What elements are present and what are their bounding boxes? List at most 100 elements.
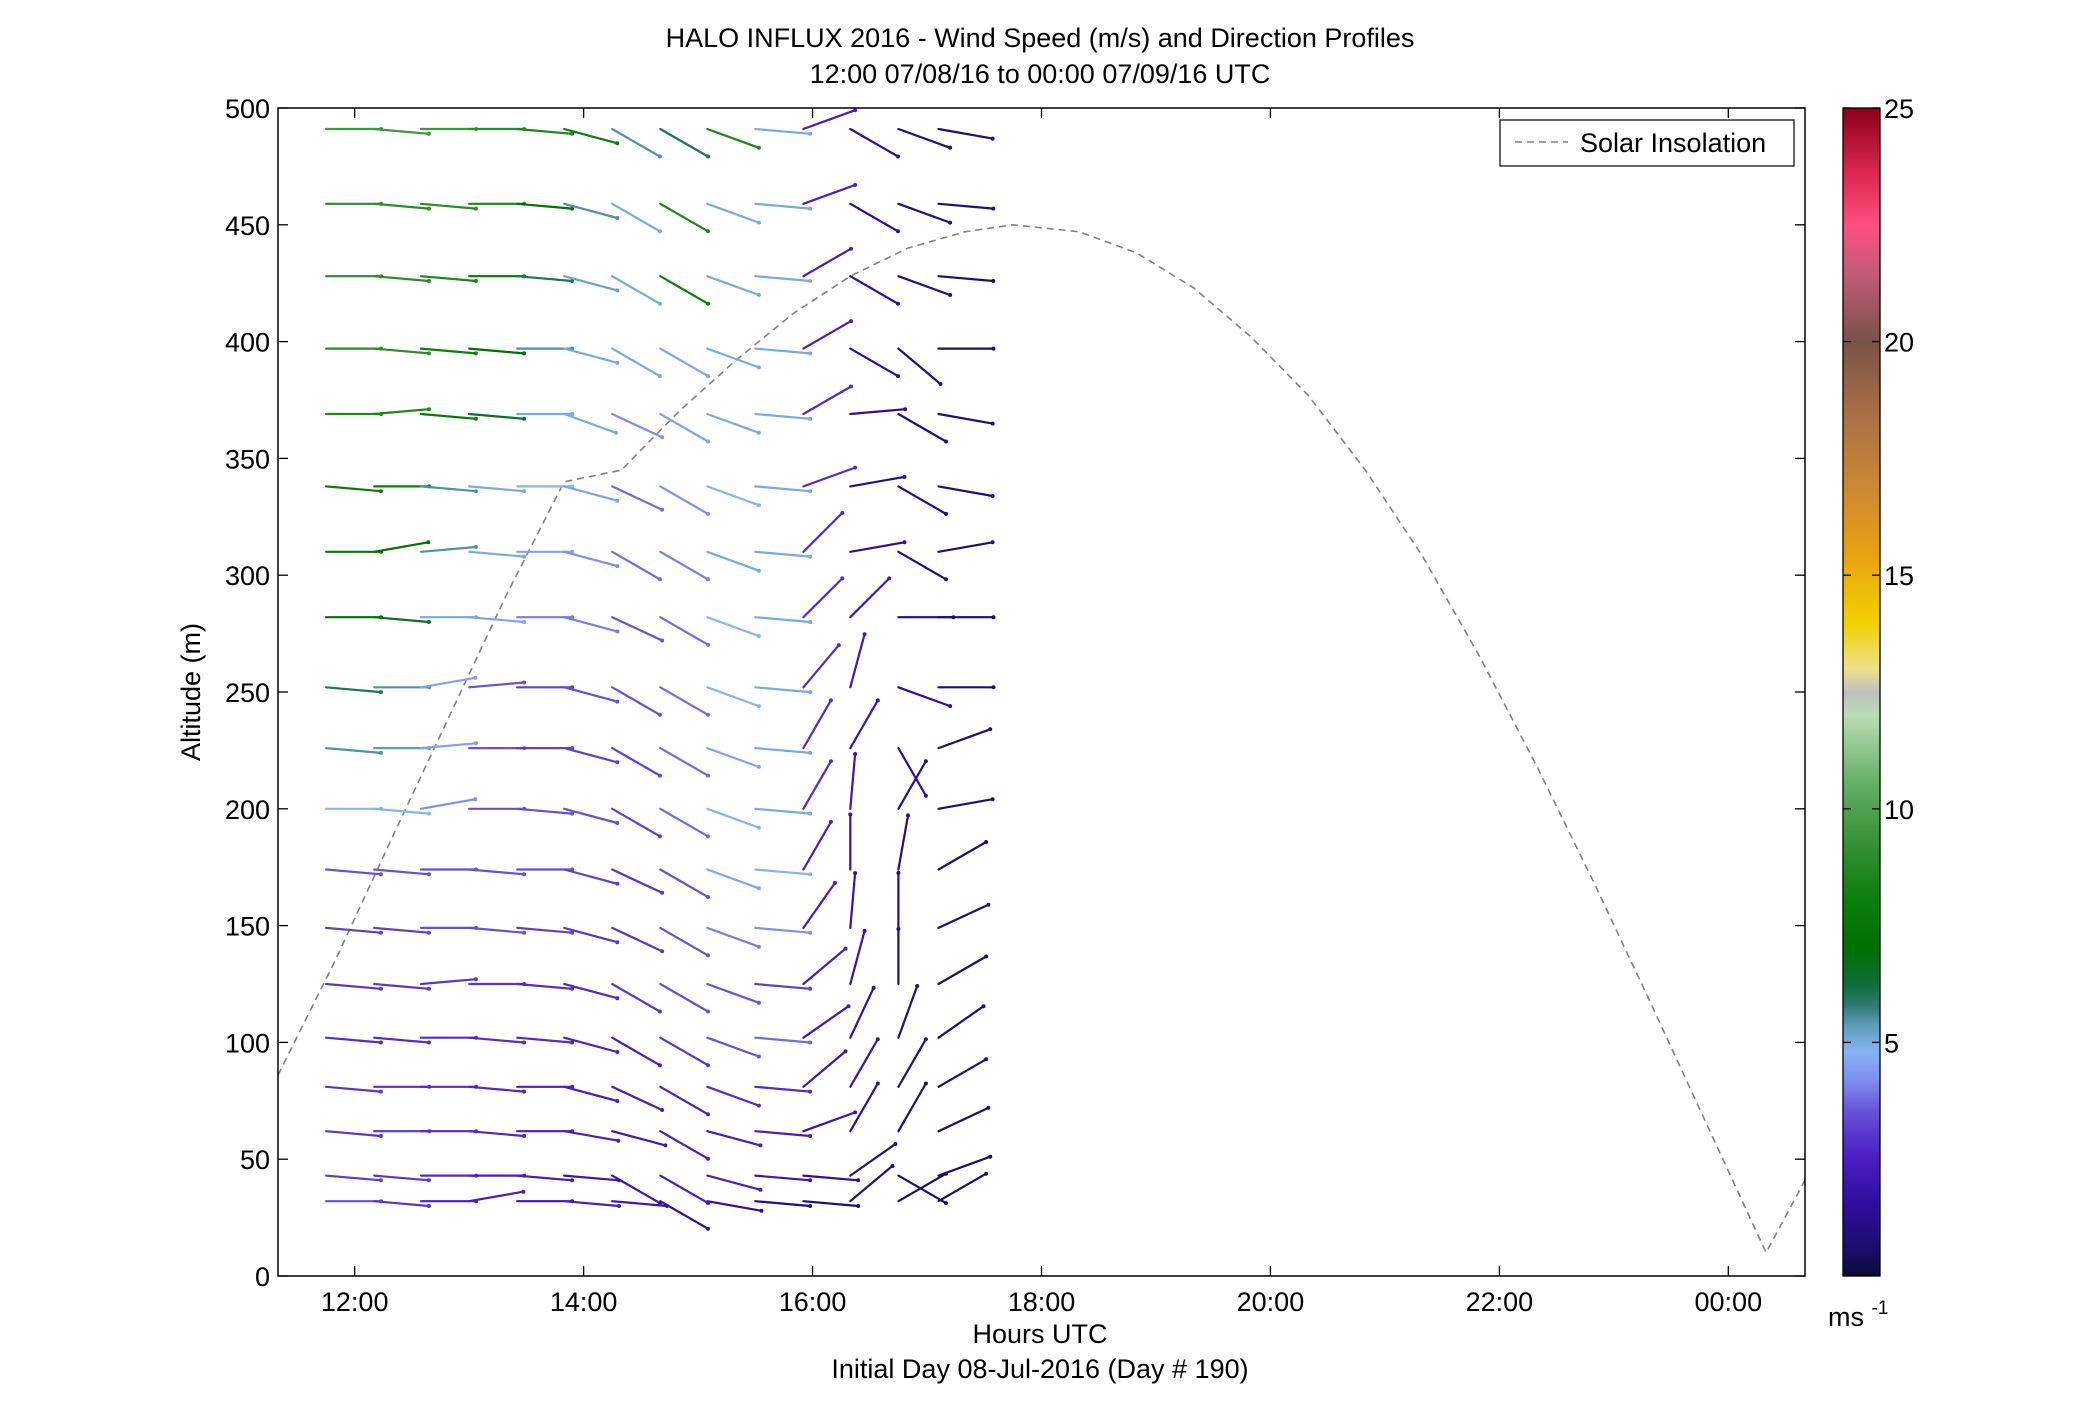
wind-barb xyxy=(373,275,430,283)
wind-barb xyxy=(659,926,710,957)
wind-barb-tip xyxy=(756,886,761,891)
plot-frame xyxy=(277,107,1806,1277)
wind-barb-tip xyxy=(570,131,574,136)
wind-barb xyxy=(897,275,952,297)
wind-barb-tip xyxy=(984,840,989,844)
wind-barb xyxy=(754,347,812,355)
wind-barb-tip xyxy=(828,698,833,703)
wind-barb-tip xyxy=(756,1054,761,1059)
wind-barb-tip xyxy=(378,1089,383,1094)
wind-barb xyxy=(659,202,710,233)
wind-barb xyxy=(802,699,833,750)
wind-barb-tip xyxy=(426,930,431,935)
wind-barb xyxy=(373,408,430,416)
wind-barb xyxy=(373,541,430,553)
wind-barb-tip xyxy=(613,430,618,435)
wind-barb-tip xyxy=(893,1142,898,1146)
wind-barb xyxy=(802,644,840,689)
wind-barb xyxy=(373,1036,430,1044)
wind-barb-tip xyxy=(915,984,920,988)
wind-barb-tip xyxy=(948,704,953,709)
wind-barb xyxy=(611,1085,664,1112)
wind-barb xyxy=(563,868,619,885)
wind-barb xyxy=(468,1036,526,1044)
wind-barb-tip xyxy=(616,1138,621,1143)
x-tick-label: 12:00 xyxy=(321,1287,389,1317)
wind-barb-tip xyxy=(706,1226,710,1231)
wind-barb-tip xyxy=(426,131,431,136)
wind-barb xyxy=(754,127,812,135)
wind-barb xyxy=(937,1172,988,1203)
wind-barb-tip xyxy=(426,872,431,877)
wind-barb xyxy=(706,1130,762,1147)
wind-barb-tip xyxy=(990,540,995,545)
wind-barb xyxy=(563,127,619,145)
wind-barb-tip xyxy=(706,1156,710,1161)
wind-barb-tip xyxy=(875,1037,880,1042)
wind-barb-tip xyxy=(808,489,813,494)
wind-barb xyxy=(611,868,664,894)
wind-barb-tip xyxy=(657,1063,662,1068)
wind-barb-tip xyxy=(522,1134,526,1138)
wind-barb xyxy=(754,982,812,990)
wind-barb-tip xyxy=(758,1187,763,1192)
wind-barb xyxy=(611,1174,662,1205)
plot-area xyxy=(277,108,1806,1255)
wind-barb xyxy=(937,955,988,986)
wind-barb xyxy=(849,408,907,416)
wind-barb-tip xyxy=(862,632,867,637)
wind-barb xyxy=(937,275,995,283)
colorbar-tick-label: 10 xyxy=(1884,795,1914,825)
wind-barb-tip xyxy=(948,293,953,297)
wind-barb xyxy=(611,616,664,642)
wind-barb-tip xyxy=(617,1204,621,1208)
wind-barb xyxy=(706,412,761,434)
wind-barb-tip xyxy=(706,1201,710,1206)
wind-barb-tip xyxy=(984,954,989,959)
wind-barb-tip xyxy=(657,577,662,582)
legend: Solar Insolation xyxy=(1499,119,1795,167)
wind-barb xyxy=(754,485,812,493)
wind-barb-tip xyxy=(984,1171,989,1176)
wind-barb-tip xyxy=(853,465,858,470)
legend-label: Solar Insolation xyxy=(1580,128,1766,158)
wind-barb xyxy=(659,616,710,646)
colorbar-unit-base: ms xyxy=(1828,1302,1864,1332)
wind-barb-tip xyxy=(615,288,620,293)
wind-barb-tip xyxy=(840,510,845,515)
wind-barb-tip xyxy=(615,881,620,886)
wind-barb-tip xyxy=(756,220,761,225)
wind-barb xyxy=(373,202,430,210)
wind-barb xyxy=(706,1200,763,1212)
wind-barb-tip xyxy=(522,930,526,935)
wind-barb xyxy=(563,746,619,764)
wind-barb xyxy=(659,485,710,516)
wind-barb-tip xyxy=(896,229,900,234)
wind-barb xyxy=(468,1130,526,1138)
wind-barb xyxy=(849,275,900,305)
wind-barb xyxy=(659,412,710,443)
wind-barb-tip xyxy=(615,216,620,220)
wind-barb xyxy=(754,686,812,694)
wind-barb xyxy=(325,868,382,876)
wind-barb xyxy=(937,202,995,210)
wind-barb xyxy=(802,320,853,350)
wind-barb xyxy=(325,1174,382,1182)
wind-barb xyxy=(468,1190,525,1203)
wind-barb xyxy=(516,926,574,934)
wind-barb-tip xyxy=(944,1201,948,1206)
wind-barb xyxy=(706,982,761,1004)
wind-barb-tip xyxy=(378,986,383,991)
wind-barb xyxy=(659,275,710,305)
wind-barb xyxy=(611,485,664,511)
wind-barb xyxy=(611,275,662,305)
wind-barb-tip xyxy=(808,131,813,136)
wind-barb xyxy=(420,412,477,420)
wind-barb-tip xyxy=(988,727,993,732)
wind-barb xyxy=(937,840,988,871)
wind-barb-tip xyxy=(759,1208,764,1213)
wind-barb xyxy=(706,616,761,638)
wind-barb-tip xyxy=(846,1004,851,1009)
wind-barb-tip xyxy=(615,699,620,704)
x-tick-label: 16:00 xyxy=(779,1287,847,1317)
